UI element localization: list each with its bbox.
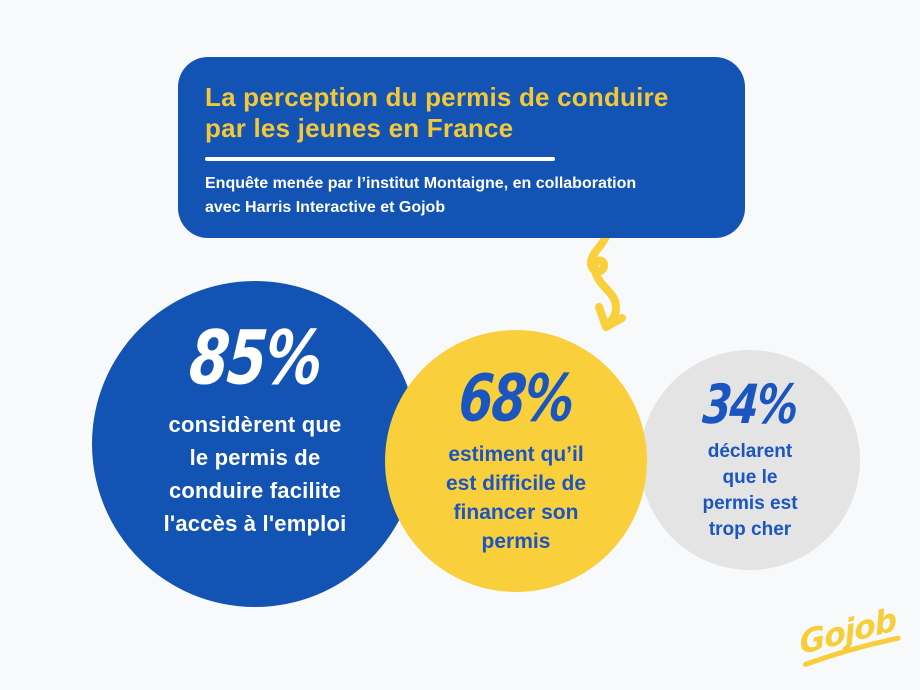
page-title: La perception du permis de conduire par … (205, 82, 718, 144)
title-divider (205, 157, 555, 161)
stat-content: 34% déclarent que le permis est trop che… (699, 372, 801, 543)
stat-label-34: déclarent que le permis est trop cher (702, 440, 798, 540)
stat-circle-financing: 68% estiment qu’il est difficile de fina… (385, 330, 647, 592)
stat-label-68: estiment qu’il est difficile de financer… (445, 442, 587, 553)
stat-value-34: 34% (700, 372, 800, 436)
stat-content: 68% estiment qu’il est difficile de fina… (445, 360, 587, 556)
stat-value-85: 85% (185, 313, 325, 401)
subtitle-line-1: Enquête menée par l’institut Montaigne, … (205, 175, 637, 192)
stat-label-85: considèrent que le permis de conduire fa… (163, 411, 347, 536)
logo-underline-swash (803, 635, 901, 667)
survey-subtitle: Enquête menée par l’institut Montaigne, … (205, 172, 718, 220)
gojob-logo: Gojob (793, 600, 904, 669)
title-line-2: par les jeunes en France (205, 113, 514, 143)
stat-circle-employment: 85% considèrent que le permis de conduir… (92, 281, 418, 607)
title-line-1: La perception du permis de conduire (205, 82, 669, 112)
stat-value-68: 68% (456, 360, 576, 436)
stat-circle-cost: 34% déclarent que le permis est trop che… (640, 350, 860, 570)
header-card: La perception du permis de conduire par … (178, 57, 745, 238)
subtitle-line-2: avec Harris Interactive et Gojob (205, 199, 446, 216)
curved-arrow-icon (587, 231, 626, 331)
stat-content: 85% considèrent que le permis de conduir… (163, 313, 347, 540)
